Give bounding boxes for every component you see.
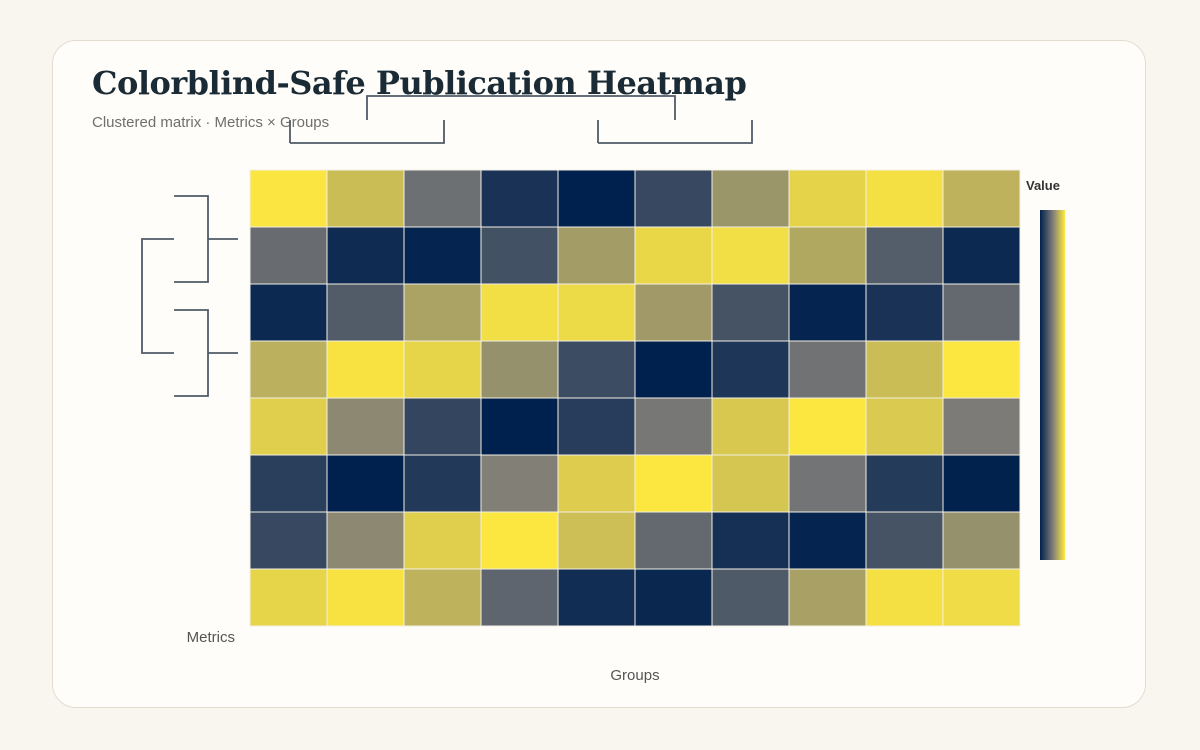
heatmap-cell-r8-c6 (634, 568, 713, 627)
heatmap-cell-r6-c10 (942, 454, 1021, 513)
colorbar-title: Value (1026, 178, 1060, 193)
heatmap-cell-r5-c9 (865, 397, 944, 456)
heatmap-cell-r8-c9 (865, 568, 944, 627)
heatmap-cell-r3-c10 (942, 283, 1021, 342)
heatmap-cell-r2-c6 (634, 226, 713, 285)
heatmap-cell-r6-c5 (557, 454, 636, 513)
heatmap-cell-r6-c6 (634, 454, 713, 513)
heatmap-cell-r2-c8 (788, 226, 867, 285)
heatmap-cell-r4-c8 (788, 340, 867, 399)
heatmap-cell-r4-c5 (557, 340, 636, 399)
heatmap-cell-r3-c3 (403, 283, 482, 342)
heatmap-cell-r6-c4 (480, 454, 559, 513)
heatmap-cell-r8-c1 (249, 568, 328, 627)
heatmap-cell-r1-c9 (865, 169, 944, 228)
heatmap-cell-r6-c1 (249, 454, 328, 513)
colorbar-gradient (1040, 210, 1065, 560)
heatmap-cell-r5-c10 (942, 397, 1021, 456)
heatmap-cell-r5-c3 (403, 397, 482, 456)
heatmap-cell-r7-c2 (326, 511, 405, 570)
heatmap-cell-r8-c2 (326, 568, 405, 627)
row-dendrogram-branch-ticks (208, 238, 238, 354)
heatmap-cell-r1-c7 (711, 169, 790, 228)
heatmap-cell-r1-c5 (557, 169, 636, 228)
heatmap-cell-r2-c7 (711, 226, 790, 285)
heatmap-cell-r7-c4 (480, 511, 559, 570)
heatmap-cell-r1-c1 (249, 169, 328, 228)
heatmap-cell-r5-c5 (557, 397, 636, 456)
row-dendrogram-branch-root (141, 238, 174, 354)
heatmap-cell-r4-c6 (634, 340, 713, 399)
heatmap-cell-r4-c3 (403, 340, 482, 399)
heatmap-cell-r2-c3 (403, 226, 482, 285)
y-axis-label: Metrics (187, 629, 235, 646)
heatmap-cell-r6-c2 (326, 454, 405, 513)
heatmap-cell-r6-c9 (865, 454, 944, 513)
heatmap-cell-r7-c1 (249, 511, 328, 570)
heatmap-cell-r1-c6 (634, 169, 713, 228)
heatmap-cell-r1-c4 (480, 169, 559, 228)
heatmap-cell-r4-c7 (711, 340, 790, 399)
heatmap-cell-r5-c1 (249, 397, 328, 456)
heatmap-cell-r4-c9 (865, 340, 944, 399)
chart-subtitle: Clustered matrix · Metrics × Groups (92, 114, 330, 131)
heatmap-cell-r8-c5 (557, 568, 636, 627)
heatmap-cell-r1-c2 (326, 169, 405, 228)
heatmap-cell-r2-c10 (942, 226, 1021, 285)
heatmap-cell-r6-c8 (788, 454, 867, 513)
heatmap-cell-r8-c8 (788, 568, 867, 627)
heatmap-cells (249, 169, 1021, 627)
heatmap-cell-r5-c6 (634, 397, 713, 456)
row-dendrogram-branch-top (174, 195, 209, 283)
heatmap-cell-r3-c5 (557, 283, 636, 342)
heatmap-cell-r7-c8 (788, 511, 867, 570)
heatmap-cell-r4-c2 (326, 340, 405, 399)
heatmap-cell-r4-c10 (942, 340, 1021, 399)
heatmap-cell-r3-c2 (326, 283, 405, 342)
row-dendrogram (141, 195, 238, 397)
column-dendrogram (289, 95, 753, 144)
column-dendrogram-branch-right (597, 120, 753, 144)
heatmap-cell-r6-c7 (711, 454, 790, 513)
heatmap-cell-r8-c3 (403, 568, 482, 627)
heatmap-cell-r2-c2 (326, 226, 405, 285)
x-axis-label: Groups (610, 667, 659, 684)
heatmap-cell-r3-c7 (711, 283, 790, 342)
heatmap-cell-r3-c4 (480, 283, 559, 342)
heatmap-cell-r2-c4 (480, 226, 559, 285)
heatmap-cell-r2-c9 (865, 226, 944, 285)
heatmap-cell-r7-c10 (942, 511, 1021, 570)
heatmap-cell-r4-c4 (480, 340, 559, 399)
heatmap-cell-r3-c1 (249, 283, 328, 342)
column-dendrogram-branch-root (366, 95, 676, 120)
heatmap-cell-r1-c8 (788, 169, 867, 228)
heatmap-cell-r6-c3 (403, 454, 482, 513)
heatmap-cell-r5-c4 (480, 397, 559, 456)
heatmap-cell-r7-c7 (711, 511, 790, 570)
heatmap-cell-r5-c8 (788, 397, 867, 456)
heatmap-cell-r1-c3 (403, 169, 482, 228)
column-dendrogram-branch-left (289, 120, 445, 144)
heatmap-cell-r7-c3 (403, 511, 482, 570)
heatmap-cell-r7-c6 (634, 511, 713, 570)
colorbar: Value (1026, 178, 1065, 560)
heatmap-cell-r1-c10 (942, 169, 1021, 228)
heatmap-cell-r3-c6 (634, 283, 713, 342)
heatmap-cell-r4-c1 (249, 340, 328, 399)
heatmap-cell-r8-c4 (480, 568, 559, 627)
heatmap-cell-r2-c1 (249, 226, 328, 285)
heatmap-cell-r8-c10 (942, 568, 1021, 627)
row-dendrogram-branch-bottom (174, 309, 209, 397)
heatmap-cell-r3-c9 (865, 283, 944, 342)
heatmap-cell-r5-c2 (326, 397, 405, 456)
heatmap-cell-r7-c5 (557, 511, 636, 570)
heatmap-cell-r8-c7 (711, 568, 790, 627)
heatmap-cell-r5-c7 (711, 397, 790, 456)
heatmap-cell-r2-c5 (557, 226, 636, 285)
heatmap-cell-r3-c8 (788, 283, 867, 342)
heatmap-cell-r7-c9 (865, 511, 944, 570)
